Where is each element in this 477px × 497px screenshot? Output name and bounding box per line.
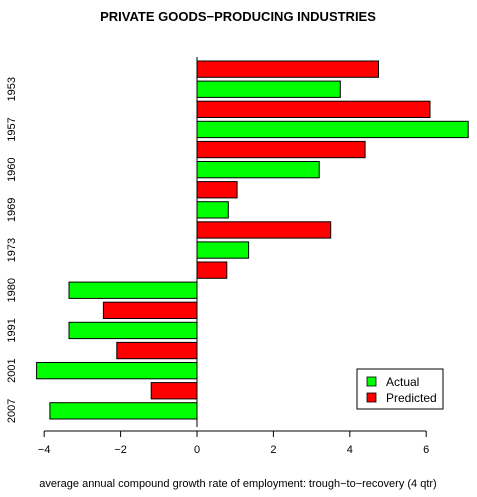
bar-actual-2007 — [49, 402, 198, 420]
y-tick-label-1980: 1980 — [6, 278, 18, 302]
x-tick-label-5: 6 — [423, 444, 429, 456]
y-tick-label-1973: 1973 — [6, 238, 18, 262]
bar-predicted-2001 — [116, 341, 198, 360]
bar-predicted-1973 — [196, 221, 332, 239]
bar-predicted-2007 — [150, 382, 198, 400]
x-axis: −4 −2 0 2 4 6 — [38, 430, 429, 456]
y-tick-label-1953: 1953 — [6, 77, 18, 101]
y-tick-label-2001: 2001 — [6, 358, 18, 382]
bar-actual-1973 — [196, 241, 250, 259]
x-tick-label-0: −4 — [38, 444, 51, 456]
bar-actual-1991 — [68, 321, 198, 340]
chart-title: PRIVATE GOODS−PRODUCING INDUSTRIES — [100, 9, 376, 24]
x-tick-label-2: 0 — [194, 444, 200, 456]
x-axis-label: average annual compound growth rate of e… — [39, 478, 436, 490]
y-axis-labels: 1953 1957 1960 1969 1973 1980 1991 2001 2007 — [6, 77, 18, 423]
x-tick-label-3: 2 — [270, 444, 276, 456]
legend-label-actual: Actual — [386, 375, 419, 389]
x-tick-label-1: −2 — [114, 444, 127, 456]
y-tick-label-1991: 1991 — [6, 318, 18, 342]
bar-predicted-1969 — [196, 181, 238, 199]
bar-predicted-1991 — [102, 301, 198, 320]
bar-predicted-1980 — [196, 261, 228, 279]
y-tick-label-1969: 1969 — [6, 198, 18, 222]
y-tick-label-1960: 1960 — [6, 157, 18, 181]
y-tick-label-2007: 2007 — [6, 399, 18, 423]
legend-label-predicted: Predicted — [386, 391, 437, 405]
legend: Actual Predicted — [356, 368, 444, 410]
bar-actual-1957 — [196, 120, 469, 139]
legend-swatch-predicted — [366, 392, 377, 403]
bar-actual-2001 — [36, 362, 198, 380]
x-tick-label-4: 4 — [347, 444, 353, 456]
bar-predicted-1957 — [196, 100, 431, 118]
bar-actual-1980 — [68, 281, 198, 299]
bar-predicted-1953 — [196, 60, 379, 78]
bar-actual-1960 — [196, 161, 320, 179]
bar-predicted-1960 — [196, 140, 366, 159]
y-tick-label-1957: 1957 — [6, 117, 18, 141]
legend-swatch-actual — [366, 376, 377, 387]
bars-group — [36, 60, 469, 420]
bar-actual-1953 — [196, 80, 341, 98]
bar-actual-1969 — [196, 201, 229, 219]
